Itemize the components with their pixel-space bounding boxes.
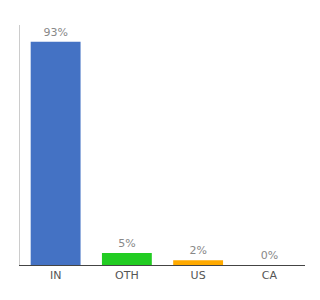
svg-text:0%: 0% <box>261 249 278 262</box>
svg-text:5%: 5% <box>118 237 135 250</box>
svg-text:93%: 93% <box>43 26 67 39</box>
svg-text:CA: CA <box>262 269 278 282</box>
svg-text:US: US <box>191 269 206 282</box>
svg-text:IN: IN <box>50 269 61 282</box>
svg-text:2%: 2% <box>189 244 206 257</box>
svg-text:OTH: OTH <box>115 269 139 282</box>
